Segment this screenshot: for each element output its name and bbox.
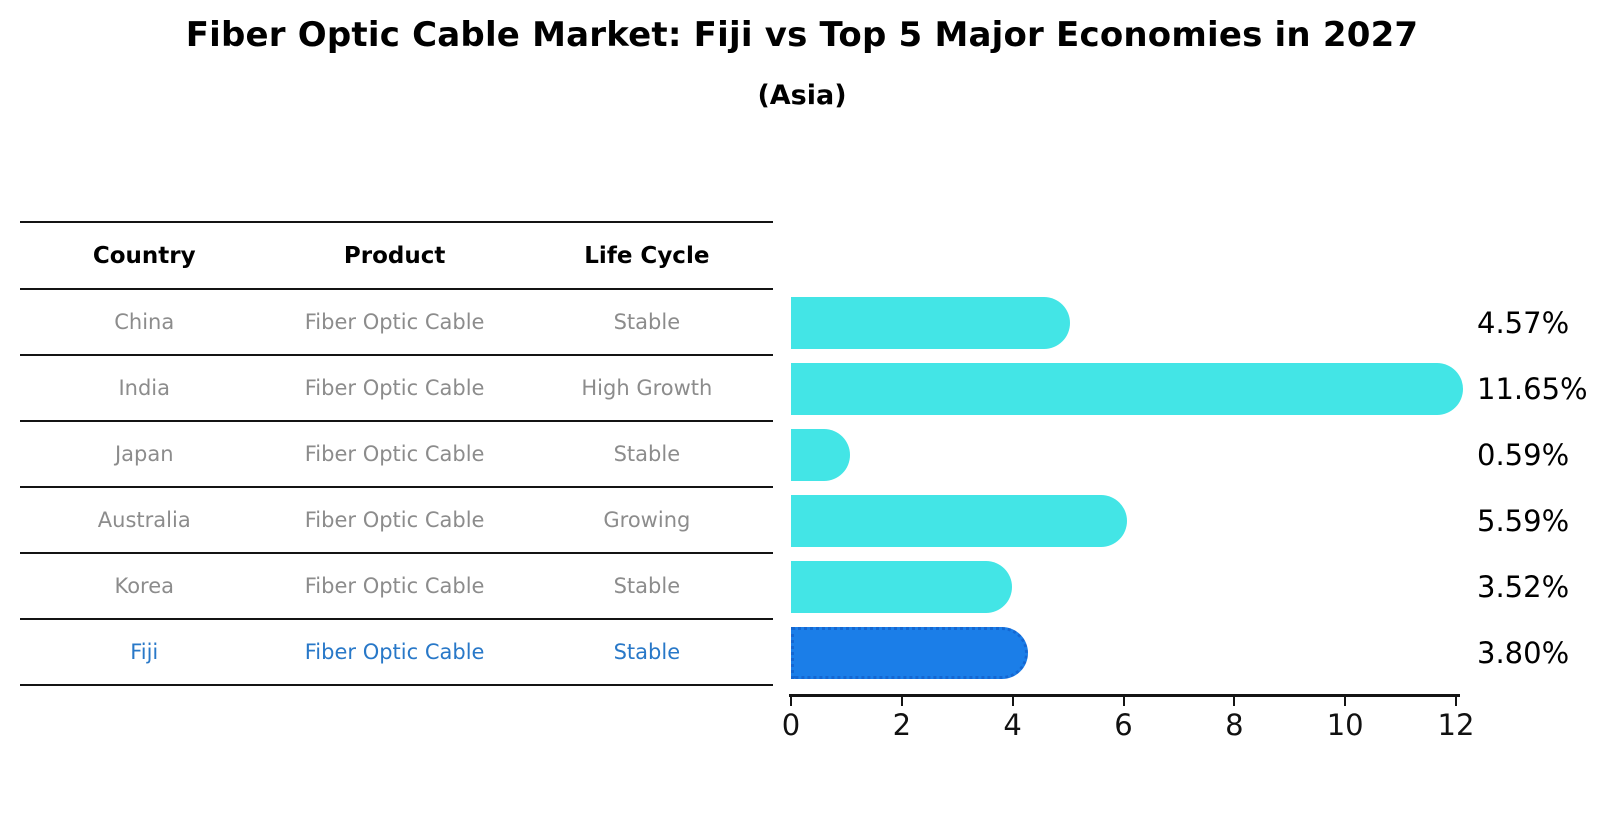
x-axis-line — [789, 694, 1460, 697]
bar-korea — [791, 561, 1013, 613]
x-tick-mark — [1455, 697, 1457, 706]
country-table: Country Product Life Cycle China Fiber Op… — [20, 221, 773, 686]
x-tick-label: 0 — [781, 708, 801, 742]
x-tick-mark — [790, 697, 792, 706]
column-header-country: Country — [20, 221, 269, 290]
country-cell: Australia — [20, 487, 269, 554]
value-label-korea: 3.52% — [1477, 570, 1570, 604]
x-tick-mark — [1233, 697, 1236, 706]
bar-china — [791, 297, 1071, 349]
product-cell: Fiber Optic Cable — [268, 421, 521, 488]
country-cell: India — [20, 355, 269, 422]
column-header-life-cycle: Life Cycle — [520, 221, 773, 290]
x-tick-label: 10 — [1326, 708, 1364, 742]
country-cell: China — [20, 289, 269, 356]
bar-australia — [791, 495, 1127, 547]
table-row-india: India Fiber Optic Cable High Growth — [20, 355, 773, 422]
value-label-fiji: 3.80% — [1477, 636, 1570, 670]
country-cell: Fiji — [20, 619, 269, 686]
x-tick-label: 2 — [892, 708, 912, 742]
bar-row-china: 4.57% — [791, 290, 1601, 356]
life-cycle-cell: High Growth — [520, 355, 773, 422]
x-tick-mark — [1344, 697, 1347, 706]
bar-fiji — [791, 627, 1028, 679]
x-tick-label: 8 — [1225, 708, 1244, 742]
table-header-row: Country Product Life Cycle — [20, 221, 773, 290]
life-cycle-cell: Stable — [520, 619, 773, 686]
country-cell: Korea — [20, 553, 269, 620]
table-row-fiji: Fiji Fiber Optic Cable Stable — [20, 619, 773, 686]
value-label-japan: 0.59% — [1477, 438, 1570, 472]
x-tick-mark — [1011, 697, 1014, 706]
product-cell: Fiber Optic Cable — [268, 289, 521, 356]
x-tick-label: 12 — [1437, 708, 1475, 742]
x-tick-label: 4 — [1003, 708, 1022, 742]
table-body: China Fiber Optic Cable Stable India Fiber O… — [20, 289, 773, 686]
chart-title: Fiber Optic Cable Market: Fiji vs Top 5 … — [185, 15, 1419, 55]
bar-row-korea: 3.52% — [791, 554, 1601, 620]
product-cell: Fiber Optic Cable — [268, 487, 521, 554]
table-row-korea: Korea Fiber Optic Cable Stable — [20, 553, 773, 620]
column-header-product: Product — [268, 221, 521, 290]
bar-row-australia: 5.59% — [791, 488, 1601, 554]
x-tick-mark — [1122, 697, 1125, 706]
life-cycle-cell: Stable — [520, 289, 773, 356]
bar-india — [791, 363, 1463, 415]
table-header: Country Product Life Cycle — [20, 221, 773, 290]
bar-row-japan: 0.59% — [791, 422, 1601, 488]
table-row-australia: Australia Fiber Optic Cable Growing — [20, 487, 773, 554]
table-row-china: China Fiber Optic Cable Stable — [20, 289, 773, 356]
life-cycle-cell: Stable — [520, 421, 773, 488]
chart-subtitle: (Asia) — [757, 80, 847, 111]
x-axis-ticks: 0 2 4 6 8 10 12 — [782, 697, 1474, 757]
product-cell: Fiber Optic Cable — [268, 355, 521, 422]
country-cell: Japan — [20, 421, 269, 488]
value-label-china: 4.57% — [1477, 306, 1570, 340]
life-cycle-cell: Growing — [520, 487, 773, 554]
x-tick-mark — [900, 697, 903, 706]
life-cycle-cell: Stable — [520, 553, 773, 620]
table-row-japan: Japan Fiber Optic Cable Stable — [20, 421, 773, 488]
x-tick-label: 6 — [1114, 708, 1133, 742]
bar-row-fiji: 3.80% — [791, 620, 1601, 686]
product-cell: Fiber Optic Cable — [268, 619, 521, 686]
value-label-india: 11.65% — [1477, 372, 1588, 406]
bar-row-india: 11.65% — [791, 356, 1601, 422]
value-label-australia: 5.59% — [1477, 504, 1570, 538]
bar-japan — [791, 429, 850, 481]
product-cell: Fiber Optic Cable — [268, 553, 521, 620]
